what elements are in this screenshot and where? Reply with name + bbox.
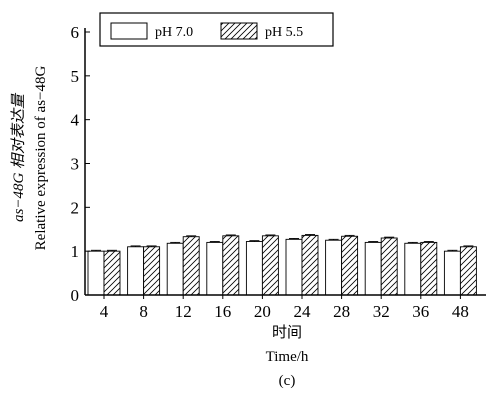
bar-ph55 xyxy=(380,237,398,296)
x-tick-label: 8 xyxy=(139,302,148,321)
x-tick-label: 12 xyxy=(175,302,192,321)
panel-label: (c) xyxy=(279,373,296,389)
legend-swatch-ph55 xyxy=(220,22,258,40)
y-tick-label: 3 xyxy=(71,155,80,174)
bar-ph55 xyxy=(143,246,161,296)
y-axis-label-en: Relative expression of as−48G xyxy=(33,66,49,251)
bars-layer xyxy=(87,234,477,296)
legend-label-ph55: pH 5.5 xyxy=(265,25,303,40)
y-axis-label-cn: as−48G 相对表达量 xyxy=(10,92,27,222)
bar-ph70 xyxy=(364,241,382,296)
x-axis-label-cn: 时间 xyxy=(272,324,302,341)
bar-ph55 xyxy=(103,250,121,296)
y-tick-label: 0 xyxy=(71,286,80,305)
bar-ph55 xyxy=(222,235,240,296)
legend-swatch-ph70 xyxy=(110,22,148,40)
bar-ph70 xyxy=(166,242,184,296)
y-tick-label: 5 xyxy=(71,67,80,86)
x-tick-label: 36 xyxy=(412,302,429,321)
bar-ph55 xyxy=(341,235,359,296)
x-tick-label: 48 xyxy=(452,302,469,321)
x-tick-label: 20 xyxy=(254,302,271,321)
x-tick-label: 28 xyxy=(333,302,350,321)
y-tick-label: 1 xyxy=(71,242,80,261)
bar-ph55 xyxy=(182,236,200,296)
bar-ph70 xyxy=(325,239,343,296)
legend-label-ph70: pH 7.0 xyxy=(155,25,193,40)
bar-ph55 xyxy=(301,234,319,296)
x-tick-label: 32 xyxy=(373,302,390,321)
y-tick-label: 4 xyxy=(71,111,80,130)
y-tick-label: 2 xyxy=(71,198,80,217)
bar-ph70 xyxy=(206,241,224,296)
x-tick-label: 16 xyxy=(214,302,231,321)
bar-ph70 xyxy=(404,242,422,296)
bar-ph55 xyxy=(420,241,438,296)
y-tick-label: 6 xyxy=(71,23,80,42)
bar-ph70 xyxy=(87,250,105,296)
bar-ph55 xyxy=(261,235,279,296)
bar-ph55 xyxy=(459,246,477,296)
x-axis-label-en: Time/h xyxy=(266,349,309,365)
x-tick-label: 24 xyxy=(294,302,312,321)
bar-ph70 xyxy=(443,250,461,296)
x-tick-label: 4 xyxy=(100,302,109,321)
bar-ph70 xyxy=(127,246,145,296)
error-bars-layer xyxy=(91,234,474,252)
legend: pH 7.0 pH 5.5 xyxy=(99,12,334,47)
bar-ph70 xyxy=(245,241,263,296)
bar-ph70 xyxy=(285,238,303,296)
